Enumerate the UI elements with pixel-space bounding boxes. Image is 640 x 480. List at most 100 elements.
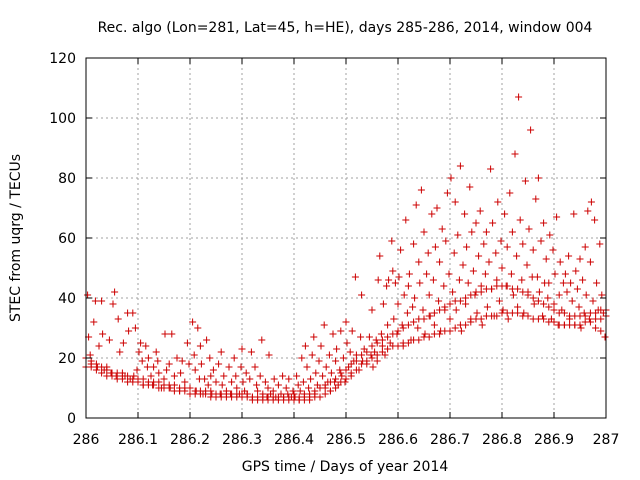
data-point <box>282 384 290 392</box>
data-points <box>82 93 610 404</box>
data-point <box>385 276 393 284</box>
data-point <box>493 312 501 320</box>
data-point <box>441 303 449 311</box>
data-point <box>403 309 411 317</box>
data-point <box>84 291 92 299</box>
data-point <box>111 288 119 296</box>
data-point <box>581 312 589 320</box>
data-point <box>358 360 366 368</box>
data-point <box>446 327 454 335</box>
data-point <box>230 354 238 362</box>
data-point <box>165 360 173 368</box>
data-point <box>378 342 386 350</box>
data-point <box>296 387 304 395</box>
data-point <box>109 300 117 308</box>
data-point <box>270 375 278 383</box>
data-point <box>307 375 315 383</box>
data-point <box>467 318 475 326</box>
data-point <box>576 255 584 263</box>
data-point <box>501 210 509 218</box>
data-point <box>411 294 419 302</box>
data-point <box>551 270 559 278</box>
data-point <box>170 372 178 380</box>
data-point <box>593 279 601 287</box>
data-point <box>325 351 333 359</box>
data-point <box>425 291 433 299</box>
data-point <box>368 342 376 350</box>
data-point <box>246 375 254 383</box>
data-point <box>160 375 168 383</box>
data-point <box>430 309 438 317</box>
data-point <box>343 339 351 347</box>
data-point <box>504 315 512 323</box>
data-point <box>430 321 438 329</box>
data-point <box>186 384 194 392</box>
data-point <box>475 252 483 260</box>
data-point <box>581 243 589 251</box>
data-point <box>238 345 246 353</box>
x-tick-label: 286.8 <box>482 432 522 448</box>
data-point <box>416 279 424 287</box>
data-point <box>212 378 220 386</box>
data-point <box>253 381 261 389</box>
data-point <box>347 369 355 377</box>
data-point <box>113 369 121 377</box>
data-point <box>365 333 373 341</box>
data-point <box>586 258 594 266</box>
data-point <box>435 297 443 305</box>
data-point <box>399 324 407 332</box>
data-point <box>139 375 147 383</box>
data-point <box>472 219 480 227</box>
data-point <box>404 339 412 347</box>
data-point <box>514 309 522 317</box>
data-point <box>509 291 517 299</box>
data-point <box>563 288 571 296</box>
data-point <box>494 198 502 206</box>
data-point <box>585 315 593 323</box>
data-point <box>540 300 548 308</box>
data-point <box>473 309 481 317</box>
data-point <box>129 309 137 317</box>
data-point <box>519 240 527 248</box>
data-point <box>326 378 334 386</box>
data-point <box>114 315 122 323</box>
data-point <box>332 384 340 392</box>
data-point <box>98 369 106 377</box>
data-point <box>190 351 198 359</box>
data-point <box>487 165 495 173</box>
data-point <box>440 282 448 290</box>
data-point <box>147 372 155 380</box>
data-point <box>459 261 467 269</box>
data-point <box>544 294 552 302</box>
data-point <box>462 300 470 308</box>
data-point <box>534 174 542 182</box>
data-point <box>495 297 503 305</box>
data-point <box>91 297 99 305</box>
data-point <box>177 369 185 377</box>
data-point <box>446 300 454 308</box>
data-point <box>438 225 446 233</box>
data-point <box>197 360 205 368</box>
data-point <box>524 291 532 299</box>
data-point <box>529 246 537 254</box>
data-point <box>530 300 538 308</box>
data-point <box>311 387 319 395</box>
data-point <box>400 291 408 299</box>
data-point <box>358 291 366 299</box>
data-point <box>389 330 397 338</box>
data-point <box>336 366 344 374</box>
data-point <box>342 366 350 374</box>
data-point <box>264 384 272 392</box>
data-point <box>575 303 583 311</box>
data-point <box>351 273 359 281</box>
data-point <box>431 243 439 251</box>
x-tick-label: 286 <box>73 432 100 448</box>
data-point <box>442 237 450 245</box>
data-point <box>265 351 273 359</box>
data-point <box>436 306 444 314</box>
data-point <box>378 348 386 356</box>
data-point <box>294 381 302 389</box>
data-point <box>103 366 111 374</box>
data-point <box>181 378 189 386</box>
data-point <box>591 216 599 224</box>
